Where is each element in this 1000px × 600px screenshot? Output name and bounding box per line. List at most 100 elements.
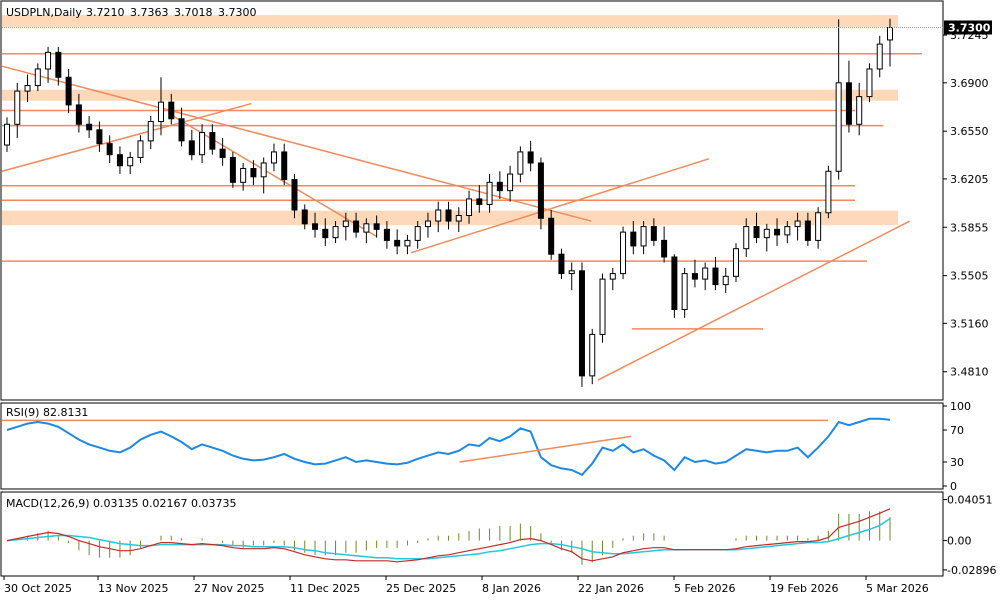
- candle-bull: [732, 248, 739, 277]
- time-tick-label: 13 Nov 2025: [98, 582, 168, 595]
- time-tick-label: 19 Feb 2026: [770, 582, 838, 595]
- macd-tick-label: -0.02896: [947, 564, 996, 577]
- candle-bull: [568, 270, 575, 275]
- candle-bear: [527, 151, 534, 164]
- candle-bull: [599, 278, 606, 335]
- rsi-tick-label: 70: [950, 424, 964, 437]
- candle-bear: [496, 181, 503, 192]
- candle-bear: [630, 231, 637, 247]
- time-tick-label: 22 Jan 2026: [578, 582, 644, 595]
- candle-bear: [209, 132, 216, 150]
- macd-indicator: 0.04051 0.00 -0.02896: [6, 494, 996, 577]
- candle-bear: [558, 253, 565, 275]
- candle-bull: [435, 209, 442, 222]
- candle-bull: [414, 226, 421, 241]
- candle-bear: [96, 129, 103, 145]
- candle-bear: [86, 123, 93, 131]
- candle-bull: [722, 275, 729, 286]
- supply-demand-zones: [2, 15, 898, 226]
- price-trendline: [1, 102, 252, 173]
- candle-bull: [137, 140, 144, 158]
- candle-bull: [609, 273, 616, 280]
- candle-bear: [537, 162, 544, 219]
- candle-bull: [342, 220, 349, 228]
- candle-bear: [106, 143, 113, 156]
- candle-bear: [804, 220, 811, 241]
- candle-bear: [753, 226, 760, 239]
- rsi-tick-label: 0: [950, 480, 957, 493]
- time-tick-label: 27 Nov 2025: [194, 582, 264, 595]
- candles: [4, 18, 893, 387]
- candle-bear: [476, 198, 483, 205]
- macd-main-line: [6, 508, 891, 563]
- candle-bear: [178, 118, 185, 142]
- candle-bear: [394, 239, 401, 247]
- macd-signal-line: [6, 517, 891, 560]
- header-open: 3.7210: [86, 6, 125, 19]
- candle-bull: [640, 226, 647, 247]
- candle-bull: [199, 132, 206, 156]
- candle-bear: [353, 220, 360, 233]
- candle-bull: [794, 220, 801, 228]
- candle-bull: [34, 68, 41, 87]
- candle-bull: [835, 82, 842, 172]
- macd-panel-frame: [0, 491, 944, 577]
- candle-bull: [517, 151, 524, 175]
- candle-bull: [4, 123, 10, 146]
- candle-bull: [332, 226, 339, 239]
- candle-bull: [876, 43, 883, 70]
- candle-bear: [671, 256, 678, 311]
- rsi-tick-label: 30: [950, 456, 964, 469]
- price-tick-label: 3.5160: [950, 317, 989, 330]
- rsi-panel-frame: [0, 402, 944, 490]
- last-price-box: [944, 20, 992, 35]
- candle-bear: [168, 101, 175, 120]
- candle-bull: [270, 151, 277, 164]
- candle-bear: [229, 156, 236, 183]
- candle-bear: [250, 168, 257, 178]
- chart-header: USDPLN,Daily: [6, 6, 82, 19]
- macd-tick-label: 0.04051: [947, 494, 993, 507]
- time-tick-label: 5 Mar 2026: [866, 582, 929, 595]
- price-tick-label: 3.5505: [950, 270, 989, 283]
- candle-bear: [75, 104, 82, 125]
- candle-bear: [548, 217, 555, 255]
- header-high: 3.7363: [130, 6, 169, 19]
- price-zone: [2, 89, 898, 101]
- candle-bear: [373, 223, 380, 230]
- candle-bear: [291, 179, 298, 211]
- price-tick-label: 3.5855: [950, 221, 989, 234]
- candle-bull: [404, 239, 411, 247]
- price-panel-frame: [0, 0, 944, 401]
- candle-bull: [455, 215, 462, 222]
- candle-bull: [260, 162, 267, 178]
- rsi-line: [6, 417, 891, 477]
- candle-bull: [743, 226, 750, 250]
- price-tick-label: 3.6550: [950, 125, 989, 138]
- candle-bull: [763, 228, 770, 239]
- candle-bull: [589, 333, 596, 377]
- rsi-indicator: 100 70 30 0: [2, 400, 971, 493]
- candle-bull: [815, 212, 822, 241]
- candle-bear: [312, 223, 319, 230]
- candle-bear: [383, 228, 390, 241]
- time-axis: 30 Oct 2025 13 Nov 2025 27 Nov 2025 11 Dec …: [3, 576, 929, 595]
- candle-bull: [784, 226, 791, 236]
- rsi-tick-label: 100: [950, 400, 971, 413]
- macd-tick-label: 0.00: [947, 535, 972, 548]
- candle-bear: [281, 151, 288, 181]
- rsi-trendline: [459, 435, 632, 463]
- price-zone: [2, 15, 898, 27]
- candle-bull: [702, 267, 709, 280]
- candle-bull: [45, 51, 52, 70]
- header-close: 3.7300: [218, 6, 257, 19]
- macd-label: MACD(12,26,9) 0.03135 0.02167 0.03735: [6, 497, 237, 510]
- time-tick-label: 30 Oct 2025: [4, 582, 72, 595]
- price-tick-label: 3.4810: [950, 366, 989, 379]
- candle-bull: [14, 90, 21, 125]
- candle-bear: [219, 148, 226, 158]
- candle-bull: [620, 231, 627, 275]
- time-tick-label: 8 Jan 2026: [482, 582, 541, 595]
